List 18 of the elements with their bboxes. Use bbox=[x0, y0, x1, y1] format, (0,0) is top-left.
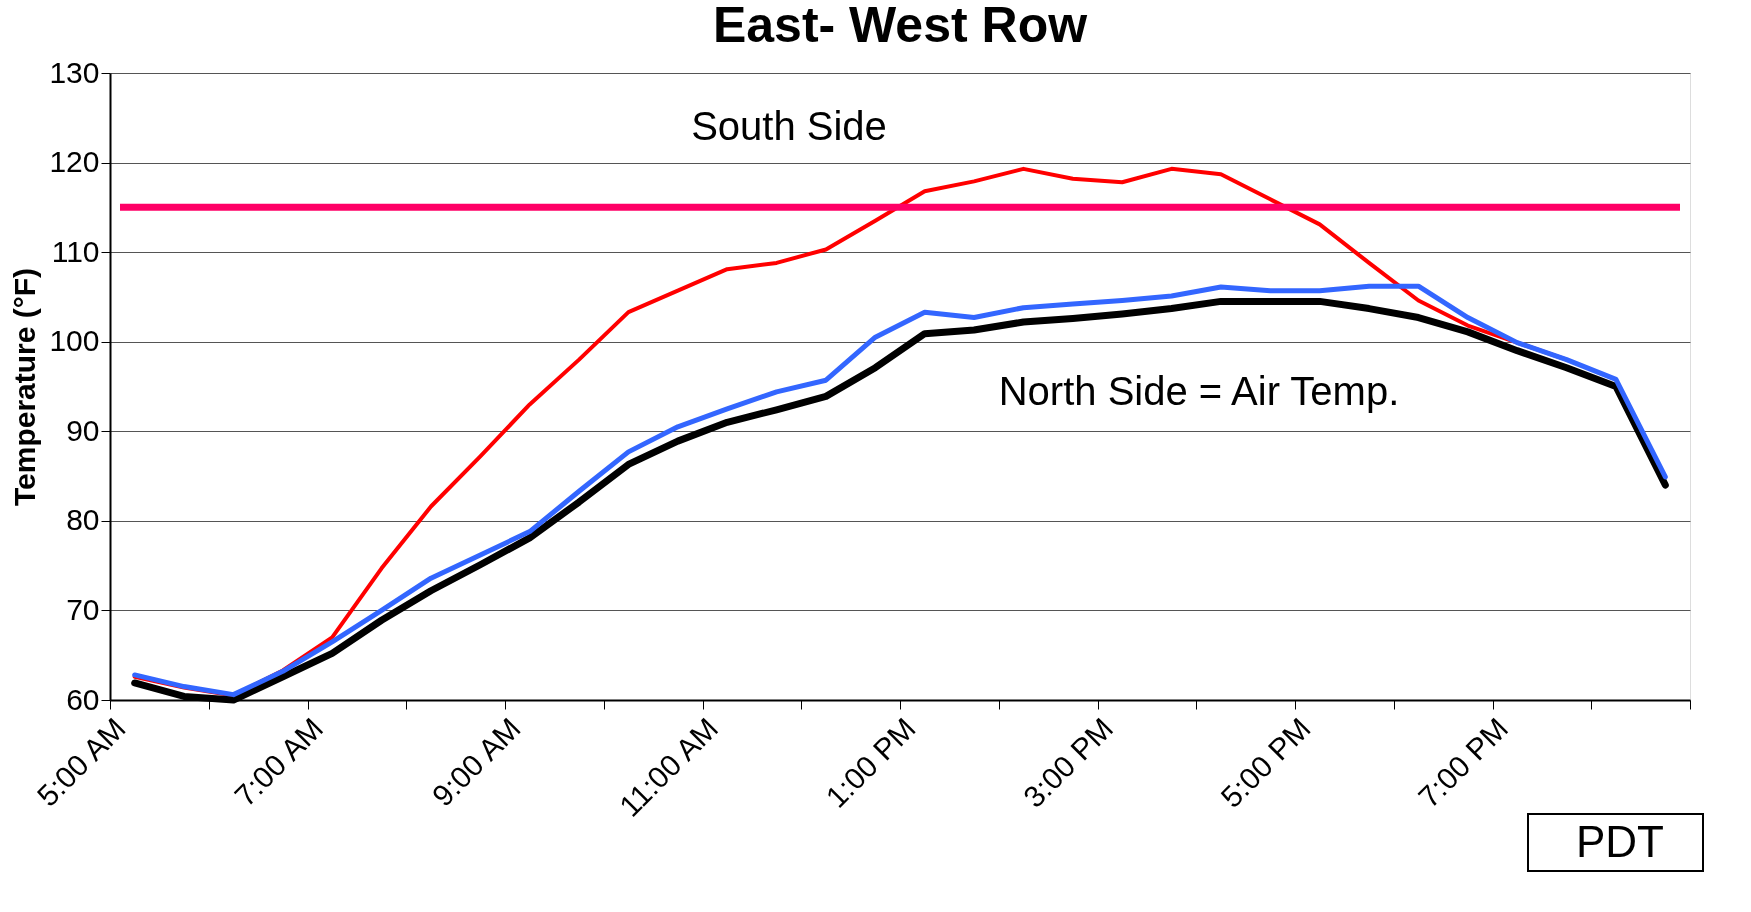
annotation: South Side bbox=[691, 104, 887, 148]
y-tick-label: 110 bbox=[51, 234, 100, 268]
x-tick-label: 7:00 AM bbox=[228, 711, 330, 813]
y-axis-title: Temperature (°F) bbox=[8, 267, 42, 507]
x-tick-label: 3:00 PM bbox=[1016, 711, 1120, 814]
x-tick-label: 1:00 PM bbox=[819, 711, 922, 814]
x-tick-label: 7:00 PM bbox=[1411, 711, 1515, 814]
x-tick-label: 9:00 AM bbox=[425, 711, 527, 813]
y-tick-label: 130 bbox=[49, 55, 100, 89]
y-tick-label: 80 bbox=[66, 503, 100, 537]
y-tick-label: 70 bbox=[66, 592, 100, 626]
x-tick-label: 5:00 PM bbox=[1214, 711, 1317, 814]
y-tick-label: 90 bbox=[66, 413, 100, 447]
chart-title: East- West Row bbox=[712, 0, 1088, 53]
x-axis-title: PDT bbox=[1576, 817, 1664, 866]
annotation: North Side = Air Temp. bbox=[998, 369, 1400, 413]
y-tick-label: 100 bbox=[49, 324, 100, 358]
y-tick-label: 120 bbox=[49, 145, 100, 179]
